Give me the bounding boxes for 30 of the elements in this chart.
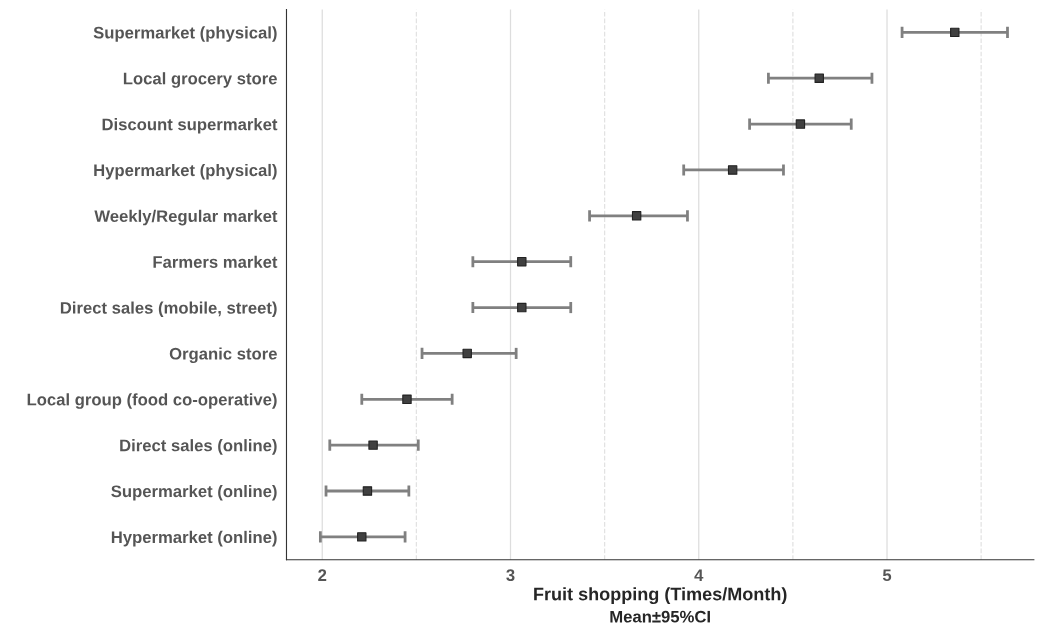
point [631, 211, 642, 221]
y-tick-label: Direct sales (mobile, street) [60, 301, 277, 318]
point [814, 73, 824, 83]
point [517, 256, 527, 267]
y-tick-label: Hypermarket (physical) [94, 163, 277, 180]
y-tick-label: Farmers market [153, 255, 278, 268]
point [362, 486, 373, 496]
point [402, 394, 412, 405]
y-tick-label: Organic store [169, 347, 277, 363]
x-tick-label: 2 [318, 569, 327, 581]
point [368, 440, 378, 450]
point [517, 302, 527, 313]
y-tick-label: Hypermarket (online) [111, 530, 277, 547]
point [950, 27, 960, 38]
x-axis-title: Fruit shopping (Times/Month) [534, 587, 787, 605]
y-tick-label: Weekly/Regular market [94, 209, 278, 226]
point [727, 165, 738, 175]
point [795, 119, 806, 129]
point [462, 348, 472, 359]
y-tick-label: Supermarket (online) [111, 484, 277, 501]
x-tick-label: 5 [882, 569, 892, 582]
y-tick-label: Direct sales (online) [120, 439, 277, 455]
y-tick-label: Supermarket (physical) [93, 26, 277, 42]
y-tick-label: Local group (food co-operative) [27, 393, 277, 409]
x-tick-label: 4 [694, 569, 704, 581]
x-tick-label: 3 [506, 569, 515, 582]
y-tick-label: Discount supermarket [102, 118, 278, 134]
y-tick-label: Local grocery store [123, 72, 277, 88]
text: Mean±95%CI [610, 610, 710, 623]
point [357, 532, 367, 542]
